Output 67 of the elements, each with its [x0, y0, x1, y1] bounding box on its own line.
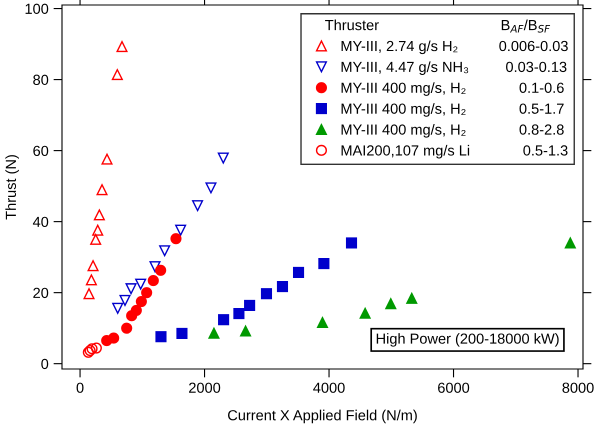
legend-label: MY-III, 2.74 g/s H₂ 0.006-0.03	[342, 40, 568, 54]
y-axis-title: Thrust (N)	[5, 155, 19, 220]
point	[205, 182, 217, 194]
point	[119, 294, 131, 306]
y-tick-label: 40	[32, 216, 48, 228]
point	[92, 224, 104, 236]
point	[175, 224, 186, 236]
x-tick-label: 0	[76, 382, 84, 393]
point	[240, 325, 252, 337]
point	[148, 275, 159, 286]
legend-label: MY-III, 4.47 g/s NH₃ 0.03-0.13	[342, 61, 566, 75]
point	[318, 258, 330, 270]
x-axis-title: Current X Applied Field (N/m)	[228, 410, 417, 424]
point	[170, 233, 182, 244]
point	[94, 209, 105, 220]
point	[149, 261, 161, 272]
point	[292, 266, 304, 278]
point	[192, 200, 204, 212]
x-tick-label: 2000	[189, 382, 220, 393]
y-tick-label: 0	[41, 358, 48, 370]
point	[86, 274, 97, 286]
point	[90, 234, 102, 245]
point	[360, 308, 371, 319]
y-tick-label: 100	[26, 4, 48, 14]
point	[218, 152, 229, 164]
point	[136, 296, 147, 308]
point	[564, 237, 576, 248]
point	[141, 287, 152, 298]
point	[260, 288, 272, 300]
point	[125, 283, 137, 294]
x-tick-label: 6000	[438, 382, 470, 393]
point	[90, 342, 102, 354]
legend-label: MY-III 400 mg/s, H₂ 0.8-2.8	[342, 124, 564, 138]
annotation: High Power (200-18000 kW)	[376, 333, 559, 347]
x-tick-label: 4000	[313, 382, 345, 393]
point	[108, 332, 120, 344]
point	[101, 154, 113, 165]
point	[155, 331, 167, 342]
legend-label: MY-III 400 mg/s, H₂ 0.1-0.6	[342, 82, 564, 96]
point	[155, 264, 166, 276]
point	[208, 328, 220, 339]
point	[112, 302, 124, 314]
point	[276, 281, 288, 292]
point	[233, 308, 244, 320]
point	[244, 300, 256, 311]
y-tick-label: 80	[33, 74, 48, 86]
point	[176, 328, 188, 340]
point	[121, 322, 132, 334]
legend-title: Thruster B$_{AF}$/B$_{SF}$	[325, 20, 550, 33]
legend-label: MY-III 400 mg/s, H₂ 0.5-1.7	[342, 103, 564, 117]
legend-label: MAI200,107 mg/s Li 0.5-1.3	[342, 144, 568, 158]
point	[88, 260, 99, 272]
point	[406, 292, 418, 304]
point	[116, 40, 128, 52]
point	[96, 184, 108, 196]
point	[346, 237, 358, 248]
point	[316, 316, 328, 328]
y-tick-label: 60	[33, 146, 48, 156]
point	[218, 314, 230, 326]
y-tick-label: 20	[33, 288, 48, 298]
point	[83, 288, 95, 300]
x-tick-label: 8000	[562, 382, 594, 393]
point	[112, 69, 123, 80]
point	[159, 245, 170, 256]
point	[385, 298, 396, 310]
point	[135, 278, 146, 290]
point	[130, 304, 142, 316]
